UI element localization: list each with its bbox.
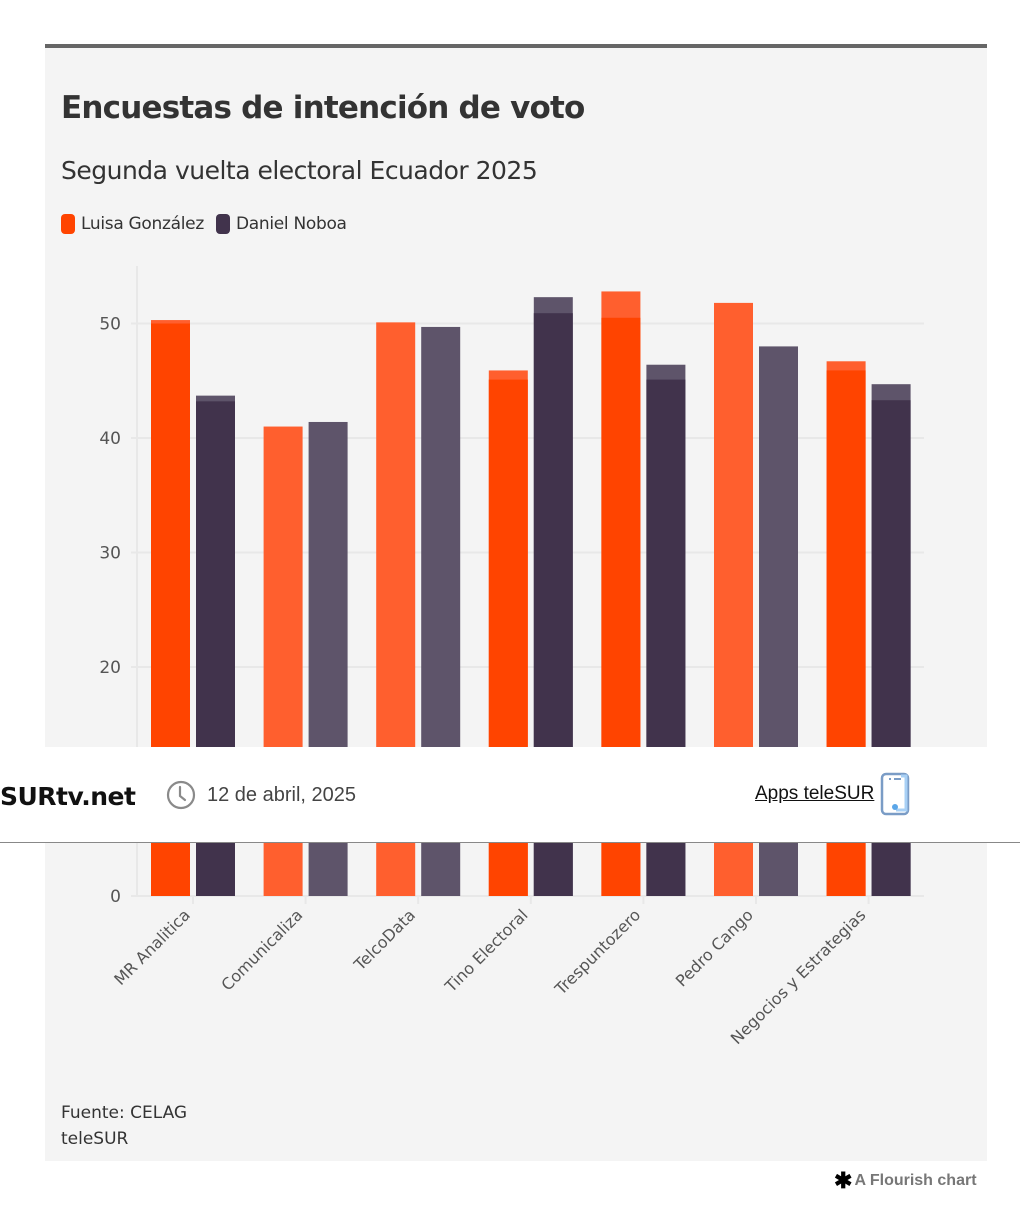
site-brand[interactable]: SURtv.net: [0, 782, 136, 811]
y-tick-label: 0: [110, 887, 121, 907]
y-tick-label: 40: [99, 429, 121, 449]
flourish-text: A Flourish chart: [854, 1172, 977, 1189]
legend-item-luisa[interactable]: Luisa González: [61, 214, 204, 234]
publish-date: 12 de abril, 2025: [166, 780, 356, 810]
site-banner: [0, 747, 987, 842]
x-tick-label: MR Analitica: [110, 905, 194, 989]
x-tick-label: Trespuntozero: [550, 905, 644, 999]
apps-telesur-link[interactable]: Apps teleSUR: [755, 783, 875, 804]
flourish-logo-icon: ✱: [834, 1168, 853, 1193]
legend-item-noboa[interactable]: Daniel Noboa: [215, 214, 347, 234]
y-tick-label: 30: [99, 544, 121, 564]
x-tick-label: Tino Electoral: [441, 905, 532, 996]
legend: Luisa González Daniel Noboa: [61, 214, 359, 234]
legend-label-noboa: Daniel Noboa: [235, 214, 347, 234]
phone-icon[interactable]: [880, 772, 910, 816]
y-tick-label: 50: [99, 315, 121, 335]
x-tick-label: Pedro Cango: [672, 905, 757, 990]
legend-swatch-noboa: [215, 214, 230, 234]
x-tick-label: Comunicaliza: [217, 905, 306, 994]
credit-text: teleSUR: [61, 1129, 129, 1149]
y-tick-label: 20: [99, 658, 121, 678]
date-text: 12 de abril, 2025: [207, 783, 357, 806]
source-note: Fuente: CELAG teleSUR: [61, 1100, 187, 1152]
chart-subtitle: Segunda vuelta electoral Ecuador 2025: [61, 156, 538, 185]
y-axis: 0 20 30 40 50: [99, 315, 121, 908]
flourish-credit[interactable]: ✱ A Flourish chart: [834, 1168, 977, 1193]
chart-title: Encuestas de intención de voto: [61, 90, 585, 126]
banner-divider: [0, 842, 1020, 843]
clock-icon: [166, 780, 196, 810]
legend-label-luisa: Luisa González: [81, 214, 204, 234]
x-axis: MR Analitica Comunicaliza TelcoData Tino El…: [110, 896, 870, 1048]
legend-swatch-luisa: [61, 214, 75, 234]
x-tick-label: TelcoData: [350, 905, 419, 974]
apps-promo: Apps teleSUR: [755, 772, 910, 816]
source-text: Fuente: CELAG: [61, 1103, 188, 1123]
